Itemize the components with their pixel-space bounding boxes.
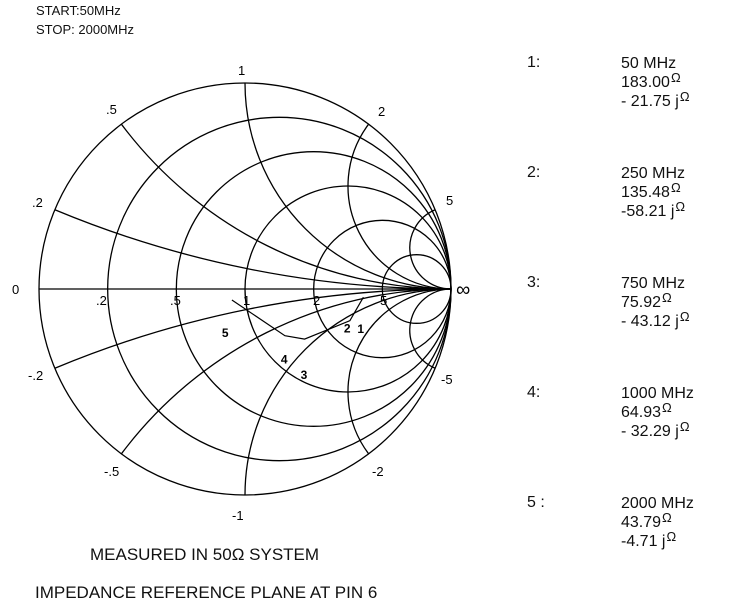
ohm-symbol: Ω — [675, 199, 686, 214]
marker-frequency: 2000 MHz — [621, 495, 694, 512]
measurement-note-system: SYSTEM — [249, 545, 320, 564]
trace-point-label-3: 3 — [301, 368, 308, 382]
trace-point-label-2: 2 — [344, 322, 351, 336]
ohm-symbol: Ω — [679, 309, 690, 324]
trace-point-label-4: 4 — [281, 353, 288, 367]
ohm-symbol: Ω — [666, 529, 677, 544]
reference-plane-note: IMPEDANCE REFERENCE PLANE AT PIN 6 — [35, 583, 378, 602]
marker-resistance: 75.92Ω — [621, 290, 672, 311]
ohm-symbol: Ω — [662, 400, 672, 415]
marker-resistance: 64.93Ω — [621, 400, 672, 421]
reactance-label-0.5: .5 — [106, 102, 117, 117]
start-frequency-label: START:50MHz — [36, 3, 121, 18]
trace-point-label-5: 5 — [222, 326, 229, 340]
marker-index: 3: — [527, 274, 541, 291]
reactance-arc-5 — [409, 209, 452, 290]
reactance-arc-0.5 — [120, 123, 452, 290]
stop-frequency-label: STOP: 2000MHz — [36, 22, 135, 37]
reactance-label-0.2: .2 — [32, 195, 43, 210]
reactance-label-2: 2 — [378, 104, 385, 119]
reactance-arc-2 — [347, 123, 452, 290]
marker-values: 750 MHz 75.92Ω - 43.12 jΩ — [621, 274, 690, 331]
reactance-label-neg-1: -1 — [232, 508, 244, 523]
marker-frequency: 50 MHz — [621, 55, 677, 72]
impedance-curve — [231, 296, 364, 340]
reactance-arc-neg-0.5 — [120, 288, 452, 455]
ohm-symbol: Ω — [670, 70, 681, 85]
ohm-symbol: Ω — [662, 290, 672, 305]
marker-reactance: - 21.75 jΩ — [621, 89, 690, 110]
marker-values: 1000 MHz 64.93Ω - 32.29 jΩ — [621, 384, 694, 441]
marker-index: 5 : — [527, 494, 545, 511]
marker-reactance: - 43.12 jΩ — [621, 309, 690, 330]
reactance-label-neg-0.5: -.5 — [104, 464, 119, 479]
infinity-label: ∞ — [456, 279, 470, 301]
marker-reactance: -4.71 jΩ — [621, 529, 677, 550]
ohm-symbol: Ω — [679, 89, 690, 104]
marker-values: 2000 MHz 43.79Ω -4.71 jΩ — [621, 494, 694, 551]
resistance-label-2: 2 — [313, 293, 320, 308]
reactance-label-neg-5: -5 — [441, 372, 453, 387]
measurement-note-text: MEASURED IN 50 — [90, 545, 232, 564]
reactance-arc-neg-1 — [244, 288, 452, 496]
marker-index: 2: — [527, 164, 541, 181]
reactance-label-neg-0.2: -.2 — [28, 368, 43, 383]
smith-grid — [38, 82, 452, 496]
ohm-symbol: Ω — [662, 510, 672, 525]
resistance-label-0.2: .2 — [96, 293, 107, 308]
marker-index: 4: — [527, 384, 541, 401]
zero-label: 0 — [12, 282, 19, 297]
impedance-trace — [231, 296, 364, 340]
reactance-arc-neg-2 — [347, 288, 452, 455]
reactance-arc-1 — [244, 82, 452, 290]
reactance-arc-neg-5 — [409, 288, 452, 369]
reactance-label-1: 1 — [238, 63, 245, 78]
ohm-symbol: Ω — [679, 419, 690, 434]
reactance-label-5: 5 — [446, 193, 453, 208]
resistance-label-0.5: .5 — [170, 293, 181, 308]
marker-reactance: -58.21 jΩ — [621, 199, 686, 220]
marker-reactance: - 32.29 jΩ — [621, 419, 690, 440]
marker-resistance: 183.00Ω — [621, 70, 681, 91]
trace-point-label-1: 1 — [357, 322, 364, 336]
reactance-label-neg-2: -2 — [372, 464, 384, 479]
marker-frequency: 750 MHz — [621, 275, 686, 292]
marker-resistance: 135.48Ω — [621, 180, 681, 201]
ohm-symbol: Ω — [231, 545, 245, 564]
marker-index: 1: — [527, 54, 541, 71]
ohm-symbol: Ω — [670, 180, 681, 195]
reactance-arc-neg-0.2 — [54, 288, 452, 369]
reactance-arc-0.2 — [54, 209, 452, 290]
marker-frequency: 1000 MHz — [621, 385, 694, 402]
measurement-system-note: MEASURED IN 50Ω SYSTEM — [90, 545, 319, 565]
marker-values: 250 MHz 135.48Ω -58.21 jΩ — [621, 164, 685, 221]
resistance-label-1: 1 — [243, 293, 250, 308]
marker-frequency: 250 MHz — [621, 165, 686, 182]
resistance-label-5: 5 — [380, 293, 387, 308]
marker-resistance: 43.79Ω — [621, 510, 672, 531]
marker-values: 50 MHz 183.00Ω - 21.75 jΩ — [621, 54, 690, 111]
